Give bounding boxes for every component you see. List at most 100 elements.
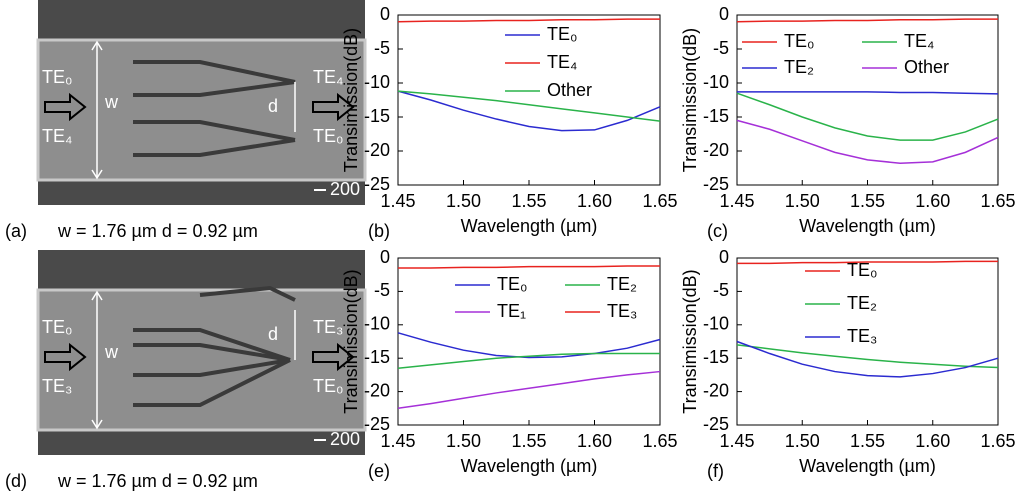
y-tick-label: -20 [703,140,729,160]
legend-label: TE₀ [497,274,527,294]
y-tick-label: -20 [703,380,729,400]
branch [133,80,296,97]
mode-label: TE₄ [313,67,343,87]
legend-label: TE₂ [784,57,814,77]
legend-label: TE₀ [847,260,877,280]
arrow-head [91,419,103,430]
branch [199,285,296,302]
line-series [736,18,998,23]
branch [133,120,296,142]
panel-label: (e) [368,461,390,481]
y-tick-label: -5 [713,38,729,58]
panel-label: (f) [707,461,724,481]
line-series [737,260,998,265]
legend-label: Other [547,80,592,100]
branch [133,328,291,362]
x-tick-label: 1.45 [380,191,415,211]
legend-label: TE₀ [784,31,814,51]
y-axis-title: Transimission(dB) [680,28,700,172]
mode-label: TE₃ [313,317,343,337]
gap-label: d [268,96,278,116]
x-tick-label: 1.65 [980,431,1015,451]
legend-label: TE₄ [547,52,577,72]
mode-label: TE₀ [313,376,343,396]
x-axis-title: Wavelength (µm) [799,456,936,476]
y-tick-label: -15 [703,347,729,367]
panel-label: (d) [5,471,27,491]
branch [133,358,291,407]
line-series [736,119,999,164]
caption: w = 1.76 µm d = 0.92 µm [57,471,258,491]
x-axis-title: Wavelength (µm) [461,456,598,476]
x-tick-label: 1.55 [511,191,546,211]
legend-label: Other [904,57,949,77]
legend-label: TE₃ [607,301,637,321]
arrow-head [91,290,103,301]
panel-label: (a) [5,221,27,241]
mode-label: TE₃ [42,376,72,396]
y-tick-label: -25 [364,414,390,434]
arrow-head [91,169,103,180]
x-tick-label: 1.50 [446,431,481,451]
y-tick-label: -25 [364,174,390,194]
scale-label: 200 nm [330,429,390,449]
x-tick-label: 1.60 [577,431,612,451]
y-axis-title: Transimission(dB) [341,269,361,413]
legend-label: TE₄ [904,31,934,51]
mode-label: TE₄ [42,126,72,146]
line-series [736,344,999,369]
y-tick-label: -25 [703,414,729,434]
y-tick-label: -10 [364,314,390,334]
legend-label: TE₃ [847,326,877,346]
out-arrow [312,342,355,372]
y-tick-label: -25 [703,174,729,194]
x-tick-label: 1.60 [915,191,950,211]
legend-label: TE₂ [607,274,637,294]
x-tick-label: 1.65 [642,191,677,211]
caption: w = 1.76 µm d = 0.92 µm [57,221,258,241]
scale-label: 200 nm [330,179,390,199]
x-tick-label: 1.65 [642,431,677,451]
y-tick-label: -20 [364,380,390,400]
x-tick-label: 1.45 [719,191,754,211]
y-tick-label: -20 [364,140,390,160]
width-label: w [104,92,119,112]
y-tick-label: -10 [703,314,729,334]
waveguide [36,288,367,432]
y-tick-label: 0 [380,247,390,267]
x-tick-label: 1.45 [380,431,415,451]
gap-label: d [268,324,278,344]
width-label: w [104,342,119,362]
line-series [397,18,660,23]
x-tick-label: 1.45 [719,431,754,451]
x-tick-label: 1.50 [785,191,820,211]
y-tick-label: -15 [364,106,390,126]
legend-label: TE₁ [497,301,526,321]
arrow-head [91,40,103,51]
panel-label: (c) [707,221,728,241]
y-axis-title: Transimission(dB) [680,269,700,413]
branch [133,343,291,362]
line-series [737,91,999,95]
line-series [397,90,661,132]
y-tick-label: -10 [364,72,390,92]
x-tick-label: 1.65 [980,191,1015,211]
y-tick-label: 0 [380,4,390,24]
plot-frame [397,257,661,426]
y-tick-label: 0 [719,247,729,267]
x-tick-label: 1.55 [511,431,546,451]
x-axis-title: Wavelength (µm) [799,216,936,236]
mode-label: TE₀ [313,126,343,146]
branch [133,358,291,377]
x-tick-label: 1.55 [850,431,885,451]
line-series [397,352,660,369]
branch [133,60,296,84]
x-axis-title: Wavelength (µm) [461,216,598,236]
branch [133,138,296,157]
out-arrow [312,92,355,122]
x-tick-label: 1.60 [915,431,950,451]
x-tick-label: 1.60 [577,191,612,211]
y-tick-label: -5 [374,38,390,58]
y-tick-label: -5 [713,280,729,300]
